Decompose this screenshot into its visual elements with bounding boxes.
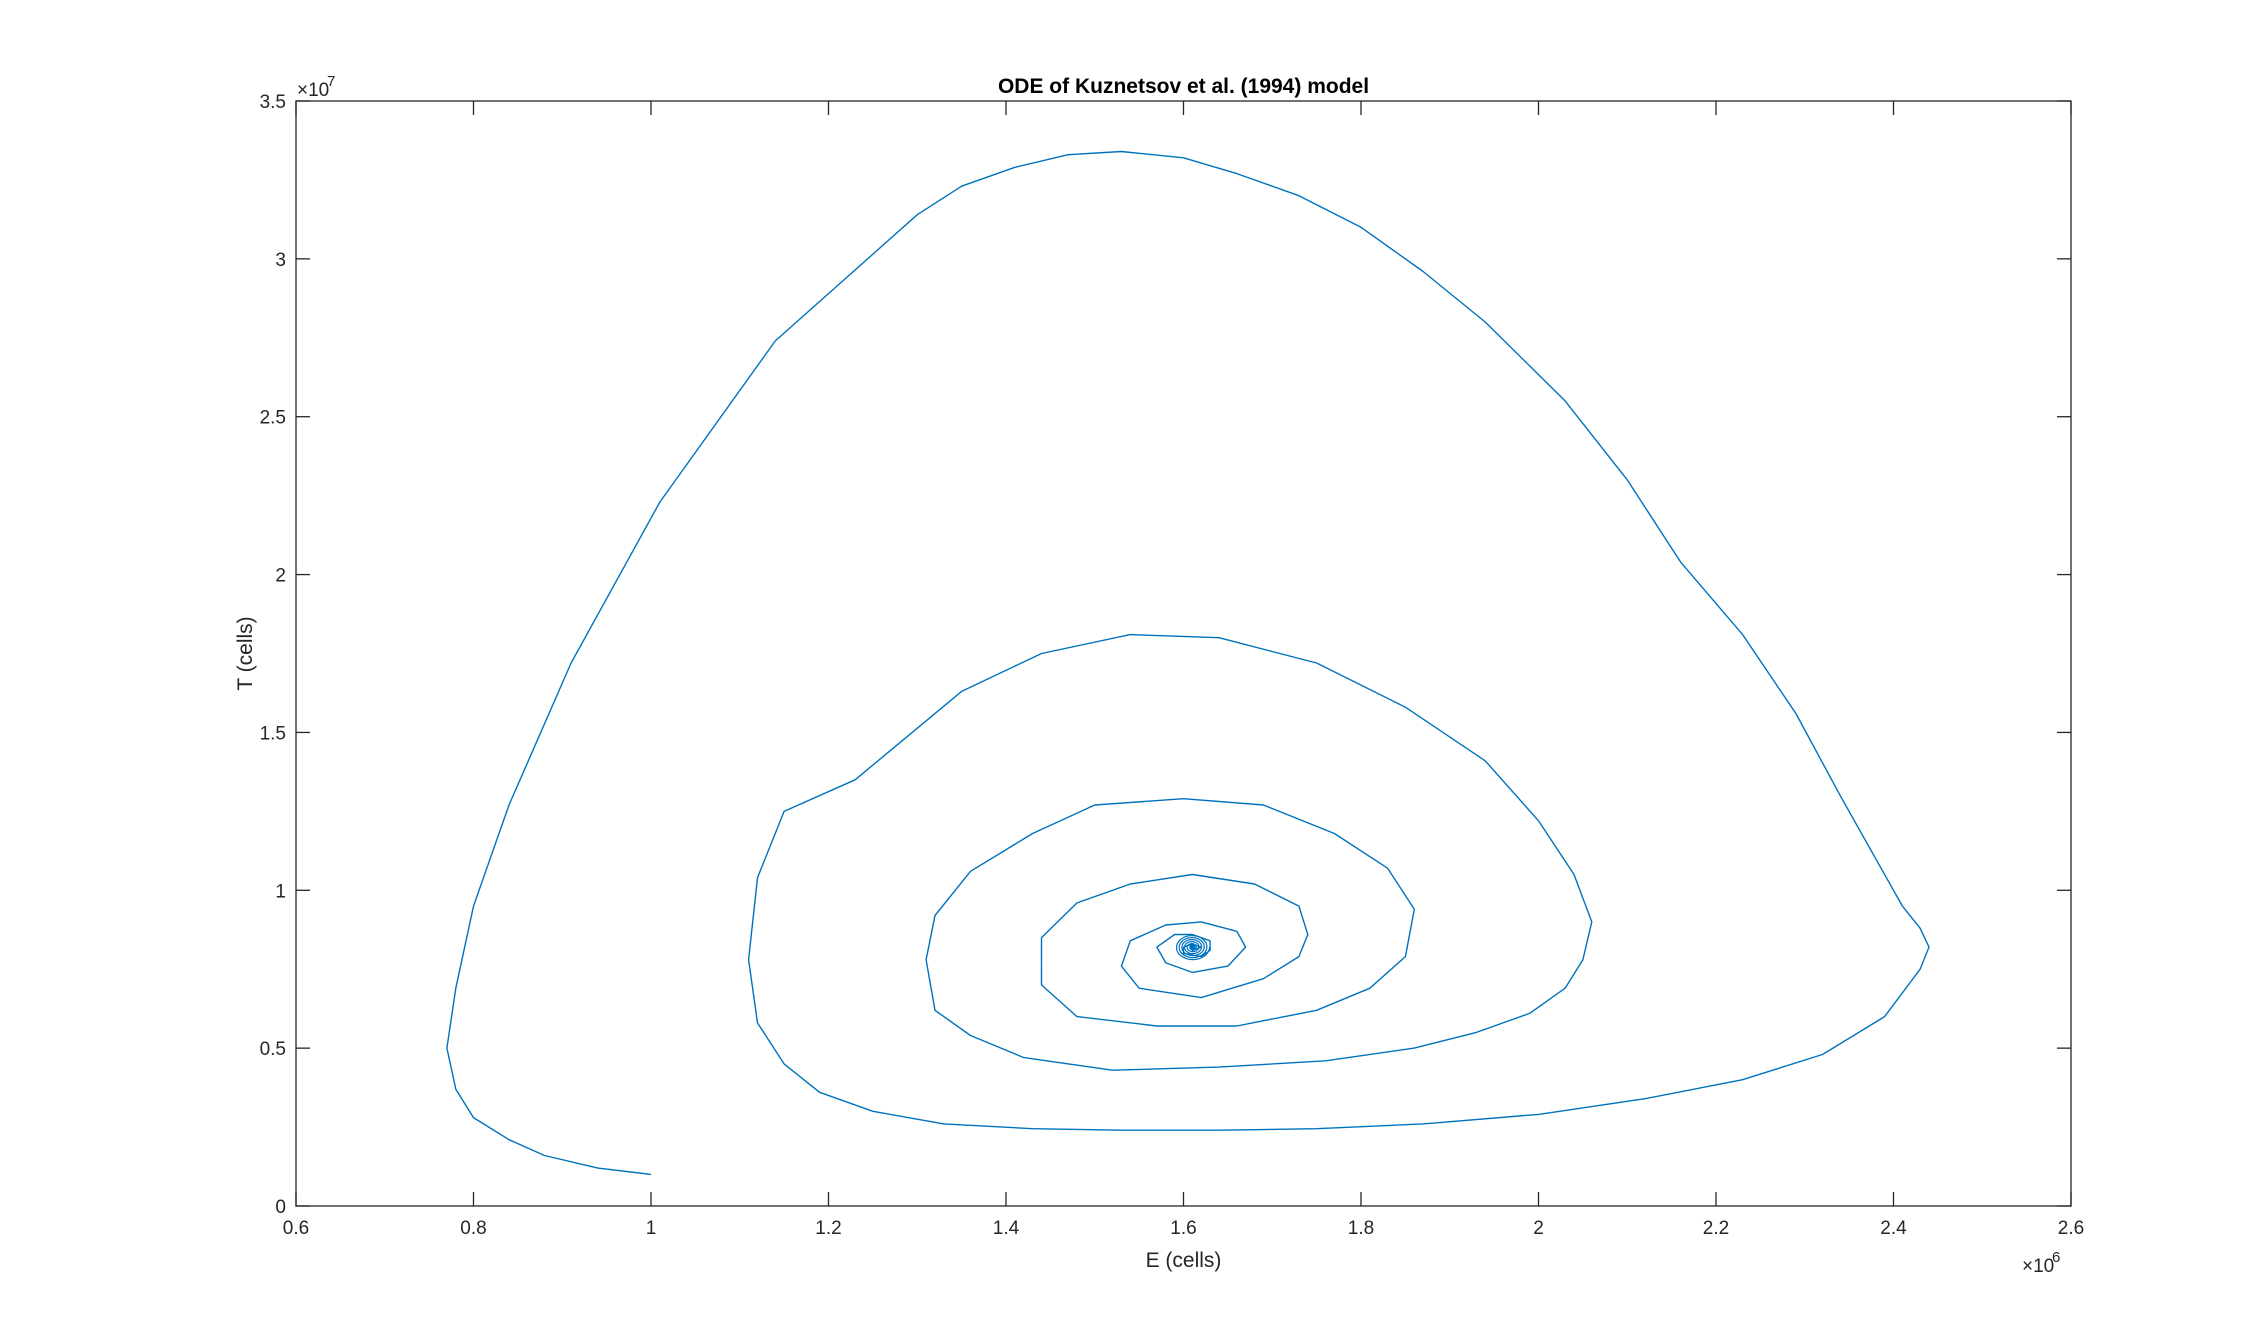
y-tick-label: 3.5 (260, 92, 286, 113)
x-tick-label: 2 (1533, 1218, 1544, 1239)
y-tick-label: 0.5 (260, 1039, 286, 1060)
x-tick-label: 2.4 (1880, 1218, 1907, 1239)
x-tick-label: 0.6 (283, 1218, 309, 1239)
equilibrium-spiral (1175, 935, 1211, 961)
y-tick-label: 1 (275, 881, 286, 902)
axes-box (295, 100, 2072, 1207)
x-tick-label: 2.6 (2058, 1218, 2084, 1239)
x-multiplier-label: ×10 6 (2022, 1249, 2060, 1277)
y-multiplier-label: ×10 7 (297, 73, 335, 101)
y-tick-label: 2.5 (260, 408, 286, 429)
y-multiplier-exponent: 7 (327, 73, 335, 90)
x-multiplier-exponent: 6 (2052, 1249, 2060, 1266)
y-tick-label: 1.5 (260, 723, 286, 744)
x-tick-label: 1.8 (1348, 1218, 1374, 1239)
x-multiplier-base: ×10 (2022, 1256, 2054, 1277)
x-axis-title: E (cells) (1146, 1249, 1222, 1272)
x-tick-label: 1 (646, 1218, 657, 1239)
x-tick-label: 2.2 (1703, 1218, 1729, 1239)
equilibrium-point (1189, 944, 1196, 951)
series-layer (446, 150, 1930, 1176)
x-tick-label: 0.8 (460, 1218, 486, 1239)
x-tick-label: 1.6 (1170, 1218, 1196, 1239)
y-tick-label: 3 (275, 250, 286, 271)
chart-title: ODE of Kuznetsov et al. (1994) model (998, 75, 1369, 98)
tick-labels: 0.6 0.8 1 1.2 1.4 1.6 1.8 2 2.2 2.4 2.6 0 0.5 1 1.5 2 2.… (260, 92, 2085, 1239)
x-tick-label: 1.4 (993, 1218, 1020, 1239)
y-tick-label: 2 (275, 566, 286, 587)
x-tick-label: 1.2 (815, 1218, 841, 1239)
y-tick-label: 0 (275, 1197, 286, 1218)
trajectory-line (446, 150, 1930, 1176)
axes-background (296, 101, 2071, 1206)
y-multiplier-base: ×10 (297, 80, 329, 101)
y-axis-title: T (cells) (234, 616, 257, 690)
